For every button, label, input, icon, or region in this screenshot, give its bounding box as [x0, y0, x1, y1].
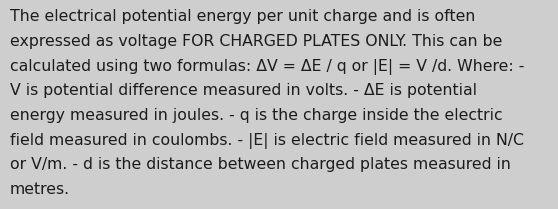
- Text: expressed as voltage FOR CHARGED PLATES ONLY. This can be: expressed as voltage FOR CHARGED PLATES …: [10, 34, 502, 49]
- Text: metres.: metres.: [10, 182, 70, 197]
- Text: The electrical potential energy per unit charge and is often: The electrical potential energy per unit…: [10, 9, 475, 24]
- Text: V is potential difference measured in volts. - ΔE is potential: V is potential difference measured in vo…: [10, 83, 477, 98]
- Text: calculated using two formulas: ΔV = ΔE / q or |E| = V /d. Where: -: calculated using two formulas: ΔV = ΔE /…: [10, 59, 525, 75]
- Text: field measured in coulombs. - |E| is electric field measured in N/C: field measured in coulombs. - |E| is ele…: [10, 133, 524, 149]
- Text: or V/m. - d is the distance between charged plates measured in: or V/m. - d is the distance between char…: [10, 157, 511, 172]
- Text: energy measured in joules. - q is the charge inside the electric: energy measured in joules. - q is the ch…: [10, 108, 503, 123]
